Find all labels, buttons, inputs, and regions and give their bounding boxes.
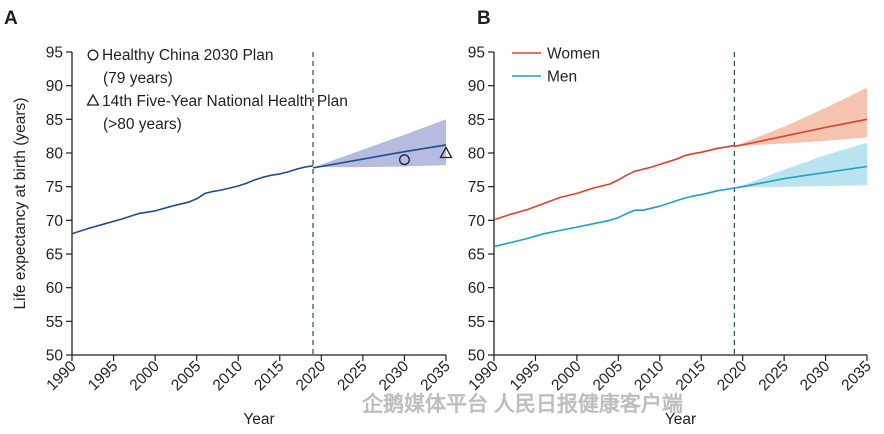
uncertainty-band xyxy=(313,119,446,168)
projection-line xyxy=(734,165,868,189)
x-tick-label: 1995 xyxy=(507,358,543,394)
y-tick-label: 50 xyxy=(468,348,486,365)
y-tick-label: 65 xyxy=(468,247,485,264)
y-tick-label: 90 xyxy=(46,78,64,95)
x-tick-label: 2020 xyxy=(293,358,330,395)
x-tick-label: 2025 xyxy=(756,358,792,394)
x-tick-label: 1995 xyxy=(85,358,121,394)
x-tick-label: 2005 xyxy=(168,358,204,394)
y-tick-label: 85 xyxy=(46,112,63,129)
legend-circle-symbol xyxy=(87,49,99,61)
x-tick-label: 2030 xyxy=(376,358,413,395)
series-line xyxy=(493,187,735,248)
x-tick-label: 2015 xyxy=(673,358,709,394)
watermark-text: 企鹅媒体平台 人民日报健康客户端 xyxy=(361,392,683,416)
x-tick-label: 2010 xyxy=(631,358,668,395)
x-axis-title: Year xyxy=(665,411,696,428)
x-tick-label: 2010 xyxy=(210,358,247,395)
y-tick-label: 50 xyxy=(46,348,64,365)
y-tick-label: 95 xyxy=(46,45,63,62)
x-tick-label: 2025 xyxy=(334,358,370,394)
y-tick-label: 80 xyxy=(468,146,486,163)
target-circle-marker xyxy=(398,154,410,166)
panel-b-letter: B xyxy=(477,8,491,29)
legend-series-label: Men xyxy=(547,69,577,86)
y-tick-label: 60 xyxy=(468,280,486,297)
x-tick-label: 2000 xyxy=(548,358,585,395)
x-tick-label: 2020 xyxy=(714,358,751,395)
legend-text: 14th Five-Year National Health Plan xyxy=(102,93,348,110)
y-tick-label: 70 xyxy=(468,213,486,230)
y-tick-label: 60 xyxy=(46,280,64,297)
x-tick-label: 2005 xyxy=(590,358,626,394)
legend-triangle-symbol xyxy=(86,93,100,106)
x-tick-label: 2000 xyxy=(127,358,164,395)
y-tick-label: 65 xyxy=(46,247,63,264)
x-tick-label: 2035 xyxy=(838,358,874,394)
uncertainty-band xyxy=(734,87,867,147)
legend-text: Healthy China 2030 Plan xyxy=(102,47,273,64)
y-tick-label: 70 xyxy=(46,213,64,230)
panel-a-letter: A xyxy=(4,8,18,29)
y-tick-label: 55 xyxy=(46,314,63,331)
legend-text: (>80 years) xyxy=(103,116,182,133)
y-tick-label: 55 xyxy=(468,314,485,331)
legend-text: (79 years) xyxy=(103,70,173,87)
y-tick-label: 75 xyxy=(468,179,485,196)
x-axis-title: Year xyxy=(243,411,274,428)
y-tick-label: 95 xyxy=(468,45,485,62)
y-tick-label: 85 xyxy=(468,112,485,129)
target-triangle-marker xyxy=(439,146,453,159)
legend-series-label: Women xyxy=(547,46,600,63)
projection-line xyxy=(734,118,868,148)
y-tick-label: 75 xyxy=(46,179,63,196)
x-tick-label: 2035 xyxy=(417,358,453,394)
x-tick-label: 2030 xyxy=(797,358,834,395)
y-tick-label: 90 xyxy=(468,78,486,95)
series-line xyxy=(493,144,735,221)
series-line xyxy=(71,165,314,235)
x-tick-label: 2015 xyxy=(251,358,287,394)
projection-line xyxy=(312,144,447,169)
y-tick-label: 80 xyxy=(46,146,64,163)
y-axis-title: Life expectancy at birth (years) xyxy=(12,98,29,310)
uncertainty-band xyxy=(734,142,867,188)
